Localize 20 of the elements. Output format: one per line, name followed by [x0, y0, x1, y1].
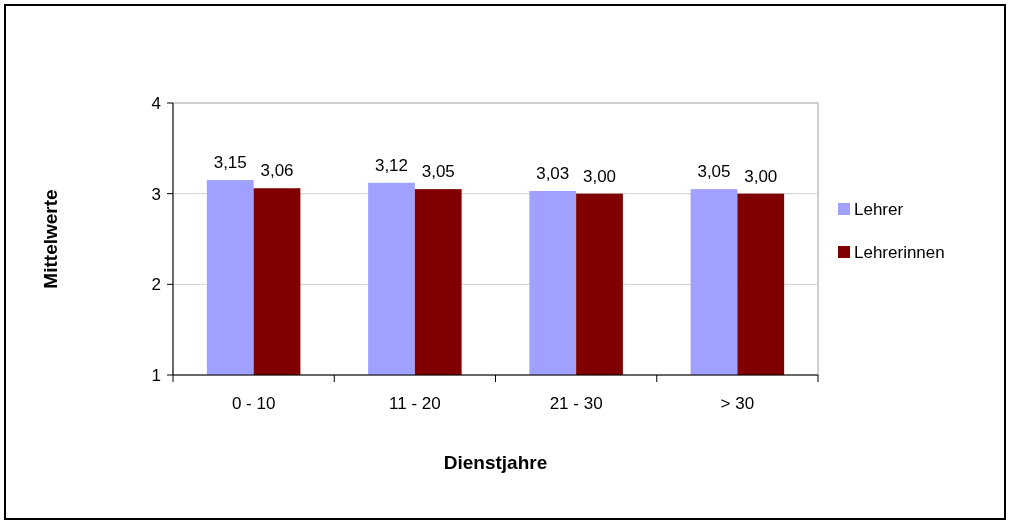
- data-label: 3,05: [697, 162, 731, 182]
- data-label: 3,00: [744, 166, 778, 186]
- y-tick-label: 3: [151, 184, 161, 204]
- y-axis-title: Mittelwerte: [40, 189, 61, 289]
- legend-label: Lehrer: [854, 200, 904, 219]
- data-label: 3,00: [582, 166, 617, 186]
- data-label: 3,03: [536, 163, 570, 183]
- x-tick-label: 21 - 30: [549, 394, 603, 413]
- data-label: 3,12: [374, 155, 409, 175]
- x-tick-label: 11 - 20: [389, 394, 441, 413]
- data-label: 3,15: [213, 153, 247, 173]
- y-tick-label: 1: [151, 366, 161, 385]
- data-label: 3,05: [421, 162, 455, 182]
- x-axis-title: Dienstjahre: [443, 452, 548, 473]
- x-tick-label: 0 - 10: [231, 394, 276, 413]
- x-tick-label: > 30: [720, 394, 755, 413]
- y-tick-label: 2: [151, 275, 161, 295]
- legend-label: Lehrerinnen: [854, 243, 945, 262]
- y-tick-label: 4: [151, 94, 161, 113]
- data-label: 3,06: [260, 161, 294, 181]
